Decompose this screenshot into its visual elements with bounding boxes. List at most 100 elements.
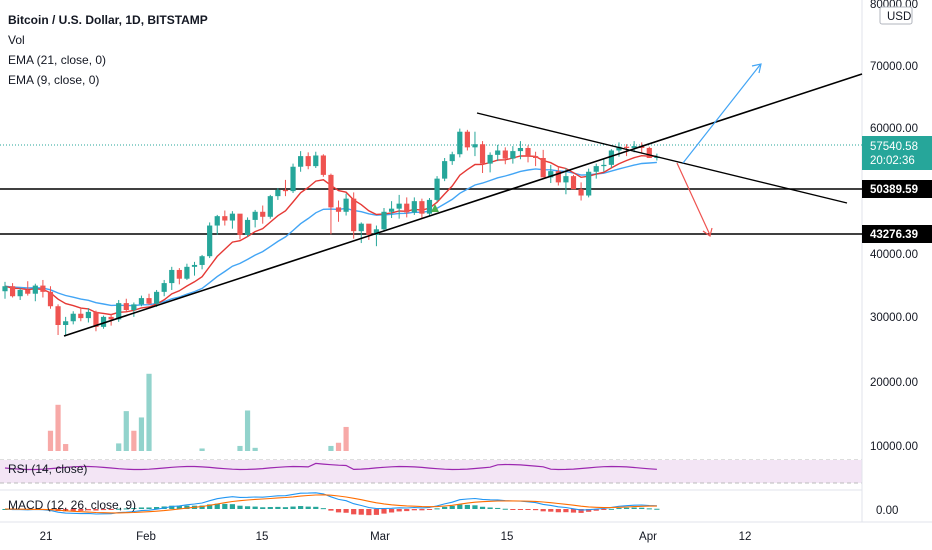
candle-body	[40, 285, 46, 292]
macd-histogram-bar	[214, 503, 220, 509]
candle	[570, 174, 577, 190]
macd-histogram-bar	[631, 507, 637, 509]
candle	[63, 316, 69, 337]
macd-histogram-bar	[608, 508, 614, 510]
ema9-legend: EMA (9, close, 0)	[8, 73, 100, 87]
macd-histogram-bar	[237, 505, 243, 509]
candle-body	[328, 174, 334, 208]
volume-bar	[199, 448, 205, 451]
candle	[381, 208, 387, 232]
candle-body	[267, 196, 273, 217]
macd-histogram-bar	[426, 509, 433, 510]
macd-histogram-bar	[351, 509, 357, 515]
macd-signal-line	[4, 494, 657, 514]
candle	[563, 167, 569, 195]
level-badge-label: 43276.39	[870, 229, 918, 241]
macd-histogram-bar	[639, 507, 645, 509]
candle	[578, 182, 584, 201]
candle	[244, 217, 251, 237]
candle-body	[100, 316, 107, 327]
candle-body	[464, 131, 470, 148]
macd-histogram-bar	[578, 509, 584, 513]
candle	[646, 146, 652, 158]
volume-bar	[237, 445, 243, 451]
ascending-trendline	[63, 73, 863, 337]
candle-body	[47, 291, 54, 307]
macd-histogram-bar	[207, 504, 213, 509]
candle	[298, 151, 304, 172]
macd-histogram-bar	[388, 509, 395, 513]
candle-body	[199, 256, 205, 265]
candle	[388, 201, 395, 219]
macd-histogram-bar	[616, 508, 622, 510]
candle-body	[563, 176, 569, 183]
macd-histogram-bar	[646, 508, 652, 510]
macd-histogram-bar	[335, 509, 342, 513]
candle	[343, 193, 349, 216]
candle-body	[426, 199, 433, 214]
macd-histogram-bar	[100, 509, 107, 511]
symbol-title: Bitcoin / U.S. Dollar, 1D, BITSTAMP	[8, 13, 208, 27]
volume-bar	[123, 411, 129, 451]
candle-body	[17, 289, 23, 297]
candle	[358, 222, 364, 244]
candle	[502, 147, 508, 165]
candle-body	[343, 198, 349, 212]
candle-body	[555, 171, 561, 183]
level-badge	[862, 225, 932, 243]
candle-body	[388, 208, 395, 212]
macd-histogram-bar	[366, 509, 372, 516]
candle	[191, 261, 198, 276]
candle	[540, 149, 546, 178]
candle-body	[373, 229, 380, 235]
candle-body	[237, 213, 243, 235]
candle-body	[154, 291, 160, 304]
currency-badge-label: USD	[887, 11, 911, 23]
macd-histogram-bar	[138, 507, 145, 509]
candle-body	[351, 198, 357, 232]
candle-body	[631, 146, 637, 148]
candle	[404, 197, 410, 218]
candle	[434, 176, 440, 202]
candle	[17, 288, 23, 300]
volume-bar	[335, 442, 342, 451]
macd-histogram-bar	[472, 505, 478, 509]
candle-body	[525, 147, 531, 157]
candle	[229, 211, 235, 229]
candle	[222, 210, 228, 226]
candle-body	[138, 298, 145, 305]
candle	[487, 152, 493, 173]
macd-histogram-bar	[404, 509, 410, 512]
candle-body	[260, 211, 266, 217]
candle-body	[78, 313, 84, 319]
candle	[214, 214, 220, 235]
macd-histogram-bar	[222, 503, 228, 509]
current-price-badge	[862, 136, 932, 170]
candle-body	[290, 166, 296, 192]
time-tick-label: 15	[501, 531, 514, 543]
macd-histogram-bar	[487, 507, 493, 509]
candle-body	[85, 311, 91, 319]
candle-body	[601, 164, 607, 167]
candle-body	[123, 303, 129, 310]
price-tick-label: 70000.00	[870, 61, 918, 73]
macd-histogram-bar	[502, 508, 508, 510]
candle-body	[252, 211, 258, 220]
volume-bar	[47, 430, 54, 451]
candle-body	[70, 313, 76, 322]
candle-body	[457, 131, 463, 155]
ema21-legend: EMA (21, close, 0)	[8, 53, 107, 67]
time-tick-label: Apr	[639, 531, 657, 543]
candle-body	[184, 266, 190, 279]
macd-histogram-bar	[154, 507, 160, 509]
candle-body	[548, 171, 554, 178]
macd-histogram-bar	[464, 504, 470, 509]
macd-histogram-bar	[108, 509, 114, 510]
candle-body	[207, 225, 213, 257]
candle-body	[540, 157, 546, 178]
candle-body	[55, 306, 61, 325]
macd-histogram-bar	[373, 509, 380, 515]
volume-bar	[138, 417, 145, 451]
bearish-projection-arrow	[676, 162, 711, 236]
